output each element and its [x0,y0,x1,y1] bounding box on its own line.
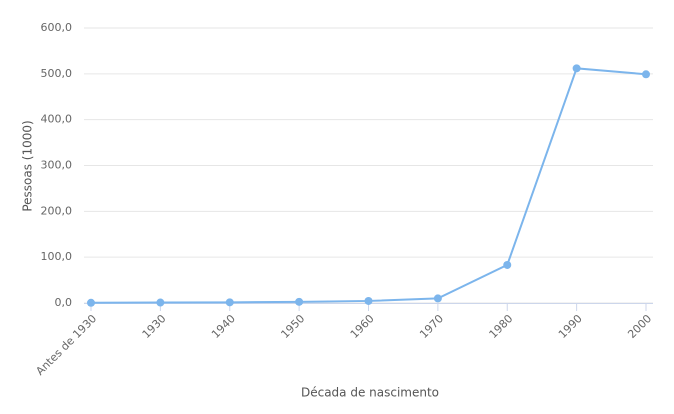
data-point [433,294,442,303]
x-tick-label: 1960 [348,312,377,341]
x-tick-label: 2000 [625,312,654,341]
data-point [364,296,373,305]
x-tick-label: 1990 [556,312,585,341]
data-point [642,70,650,79]
y-tick-label: 400,0 [41,113,73,126]
x-tick-label: Antes de 1930 [33,312,99,378]
y-tick-label: 500,0 [41,67,73,80]
y-tick-label: 600,0 [41,21,73,34]
x-tick-label: 1940 [209,312,238,341]
x-tick-label: 1980 [487,312,516,341]
data-line [90,67,647,304]
data-point [87,298,95,307]
data-point [503,260,512,269]
data-point [295,297,304,306]
x-tick-label: 1970 [417,312,446,341]
data-point [156,298,165,307]
y-tick-label: 300,0 [41,159,73,172]
y-tick-label: 200,0 [41,204,73,217]
x-tick-label: 1950 [278,312,307,341]
y-axis-title: Pessoas (1000) [21,120,35,211]
y-tick-label: 100,0 [41,250,73,263]
x-tick-label: 1930 [140,312,169,341]
data-point [225,298,234,307]
data-point [572,64,581,73]
x-axis-title: Década de nascimento [301,386,439,400]
y-tick-label: 0,0 [55,296,73,309]
